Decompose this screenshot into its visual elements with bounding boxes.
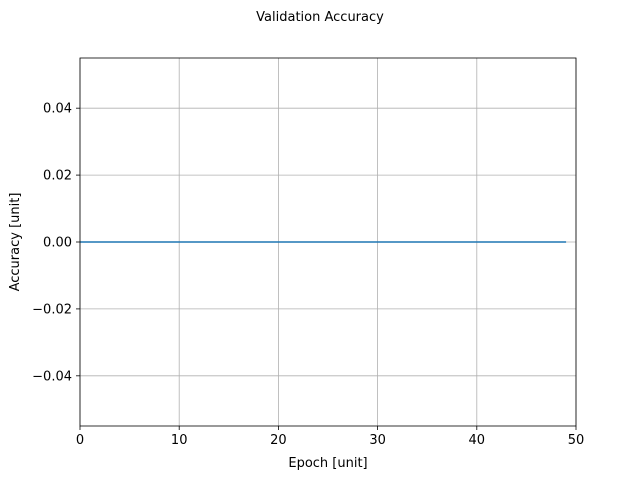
chart-title: Validation Accuracy bbox=[256, 10, 384, 25]
x-tick-label: 30 bbox=[369, 433, 386, 448]
x-tick-label: 0 bbox=[76, 433, 84, 448]
x-axis-label: Epoch [unit] bbox=[288, 456, 367, 471]
y-tick-label: −0.04 bbox=[32, 369, 72, 384]
x-tick-label: 20 bbox=[270, 433, 287, 448]
ticks: 0 10 20 30 40 50 −0.04 −0.02 0.00 0.02 0.04 bbox=[32, 102, 584, 448]
y-tick-label: 0.04 bbox=[43, 102, 72, 117]
x-tick-label: 10 bbox=[171, 433, 188, 448]
y-tick-label: 0.00 bbox=[43, 236, 72, 251]
y-tick-label: 0.02 bbox=[43, 169, 72, 184]
y-tick-label: −0.02 bbox=[32, 302, 72, 317]
y-axis-label: Accuracy [unit] bbox=[8, 193, 23, 292]
x-tick-label: 40 bbox=[469, 433, 486, 448]
x-tick-label: 50 bbox=[568, 433, 585, 448]
